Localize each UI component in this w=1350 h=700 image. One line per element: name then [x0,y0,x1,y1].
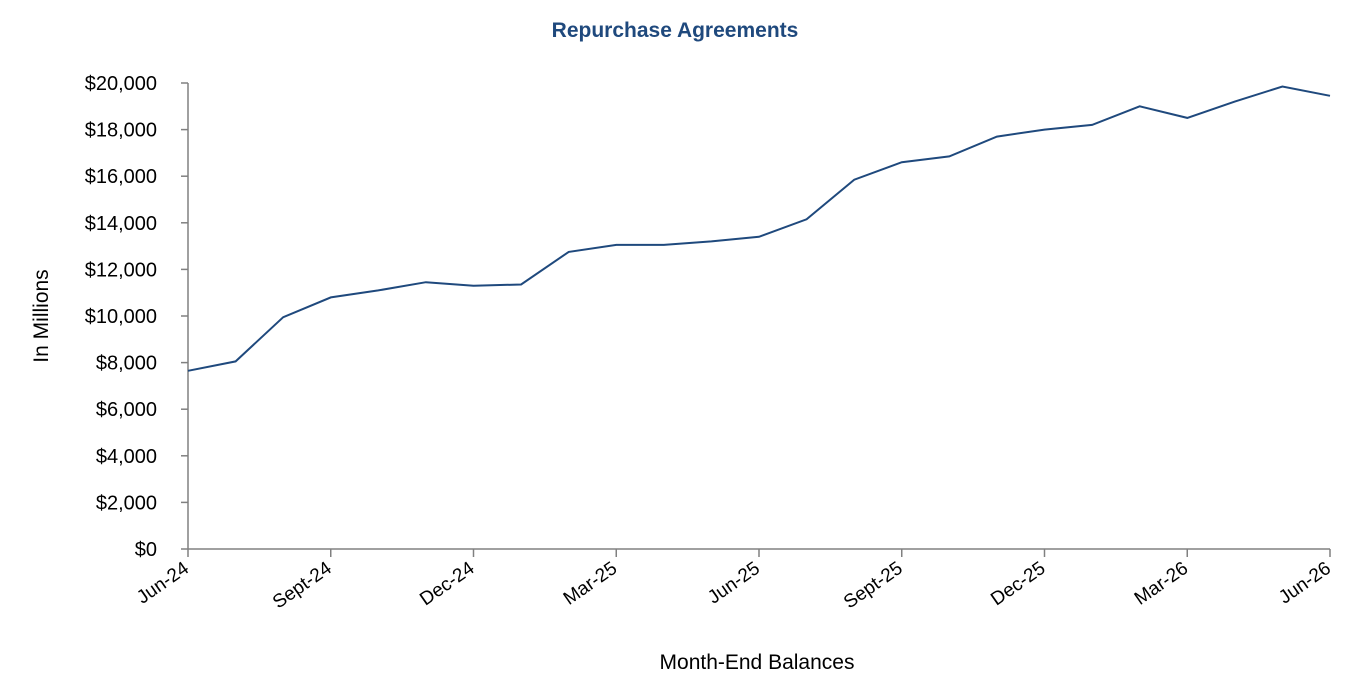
x-tick-label: Jun-25 [704,558,764,609]
y-tick-label: $6,000 [96,399,157,421]
y-tick-label: $0 [135,539,157,561]
x-tick-label: Mar-26 [1131,558,1192,610]
y-tick-label: $10,000 [85,306,157,328]
x-axis-ticks: Jun-24 Sept-24 Dec-24 Mar-25 Jun-25 Sept-25 De… [133,549,1335,613]
x-tick-label: Dec-25 [987,558,1049,610]
x-axis-label: Month-End Balances [660,651,855,674]
y-tick-label: $2,000 [96,492,157,514]
y-tick-label: $8,000 [96,353,157,375]
x-tick-label: Dec-24 [416,558,479,611]
y-tick-label: $14,000 [85,213,157,235]
y-tick-label: $4,000 [96,446,157,468]
x-tick-label: Jun-24 [133,558,193,609]
y-tick-label: $18,000 [85,120,157,142]
x-tick-label: Jun-26 [1275,558,1335,609]
y-tick-label: $16,000 [85,166,157,188]
x-tick-label: Mar-25 [560,558,621,610]
chart-title: Repurchase Agreements [552,19,799,42]
y-axis-ticks: $0 $2,000 $4,000 $6,000 $8,000 $10,000 $12,000… [85,73,188,561]
y-tick-label: $20,000 [85,73,157,95]
x-tick-label: Sept-24 [269,558,336,614]
y-tick-label: $12,000 [85,259,157,281]
y-axis-label: In Millions [30,269,53,362]
x-tick-label: Sept-25 [840,558,907,613]
series-line [187,85,1331,372]
